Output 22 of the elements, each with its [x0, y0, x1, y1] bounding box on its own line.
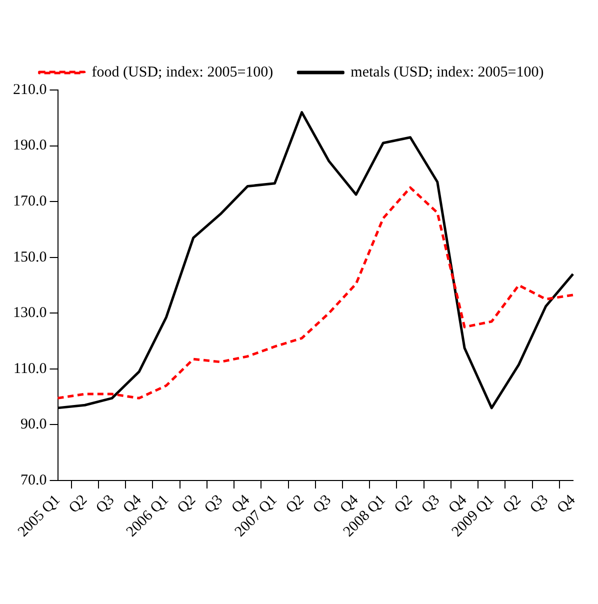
y-tick-label: 150.0 [13, 249, 47, 266]
x-tick-label: Q3 [93, 492, 118, 516]
x-tick-label: Q2 [174, 492, 199, 516]
legend-label: metals (USD; index: 2005=100) [350, 64, 544, 80]
x-tick-label: Q3 [310, 492, 335, 516]
x-tick-label: Q3 [418, 492, 444, 516]
x-tick-label: Q4 [554, 492, 579, 516]
legend-label: food (USD; index: 2005=100) [92, 64, 274, 80]
y-tick-label: 90.0 [20, 416, 47, 433]
x-tick-label: Q3 [202, 492, 226, 516]
y-tick-label: 70.0 [20, 472, 47, 488]
x-tick-label: Q2 [500, 492, 524, 516]
y-tick-label: 210.0 [13, 82, 47, 98]
x-tick-label: Q2 [66, 492, 90, 516]
y-tick-label: 110.0 [14, 360, 47, 377]
x-tick-label: Q2 [283, 492, 308, 516]
x-tick-label: Q3 [527, 492, 552, 516]
line-series [56, 186, 574, 400]
y-tick-label: 170.0 [13, 193, 47, 210]
y-tick-label: 190.0 [13, 138, 47, 154]
y-tick-label: 130.0 [13, 305, 47, 322]
x-tick-label: Q2 [392, 492, 416, 516]
